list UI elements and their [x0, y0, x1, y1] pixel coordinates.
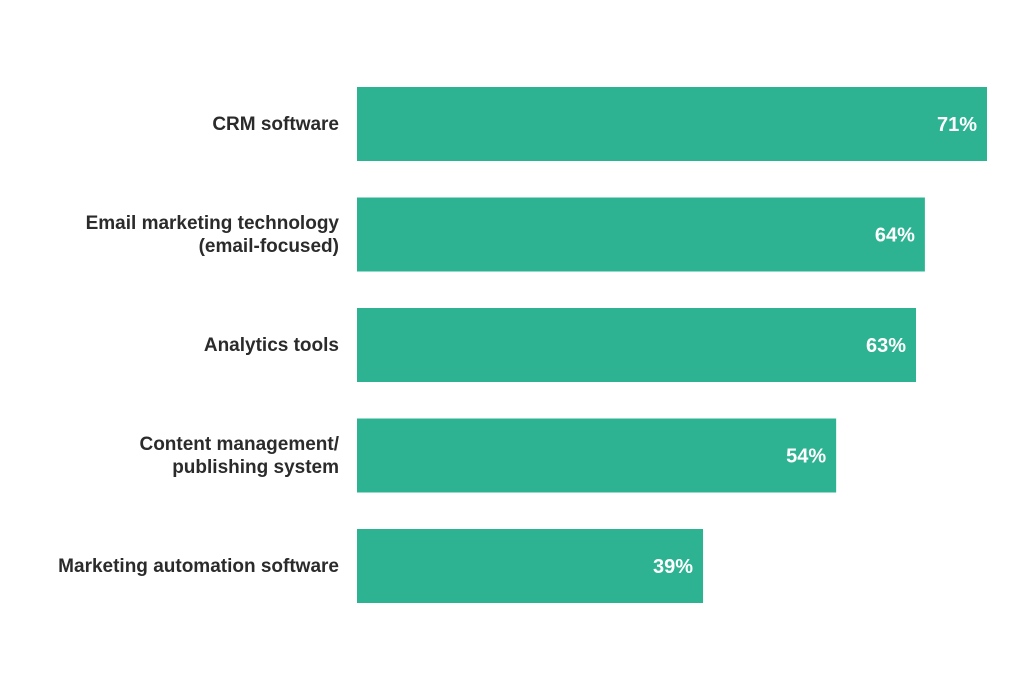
- category-label-3: Analytics tools: [204, 335, 339, 356]
- bar-4: [357, 418, 837, 493]
- category-label-line: Email marketing technology: [86, 213, 340, 234]
- category-label-2: Email marketing technology (email-focused…: [86, 213, 340, 257]
- bar-3: [357, 308, 917, 382]
- bar-2: [357, 197, 925, 272]
- value-labels-group: 71% 64% 63% 54% 39%: [653, 114, 977, 578]
- value-label-2: 64%: [875, 225, 915, 247]
- category-label-5: Marketing automation software: [58, 556, 339, 577]
- category-label-1: CRM software: [212, 114, 339, 135]
- category-label-line: Analytics tools: [204, 335, 339, 356]
- category-label-4: Content management/publishing system: [139, 434, 339, 478]
- category-label-line: Content management/: [139, 434, 339, 455]
- category-label-line: Marketing automation software: [58, 556, 339, 577]
- value-label-5: 39%: [653, 556, 693, 578]
- value-label-1: 71%: [937, 114, 977, 136]
- bars-group: [357, 87, 987, 603]
- category-labels-group: CRM software Email marketing technology (e…: [58, 114, 340, 577]
- category-label-line: (email-focused): [199, 236, 339, 257]
- value-label-4: 54%: [786, 446, 826, 468]
- bar-5: [357, 529, 704, 603]
- category-label-line: publishing system: [172, 457, 339, 478]
- value-label-3: 63%: [866, 335, 906, 357]
- category-label-line: CRM software: [212, 114, 339, 135]
- bar-1: [357, 87, 987, 161]
